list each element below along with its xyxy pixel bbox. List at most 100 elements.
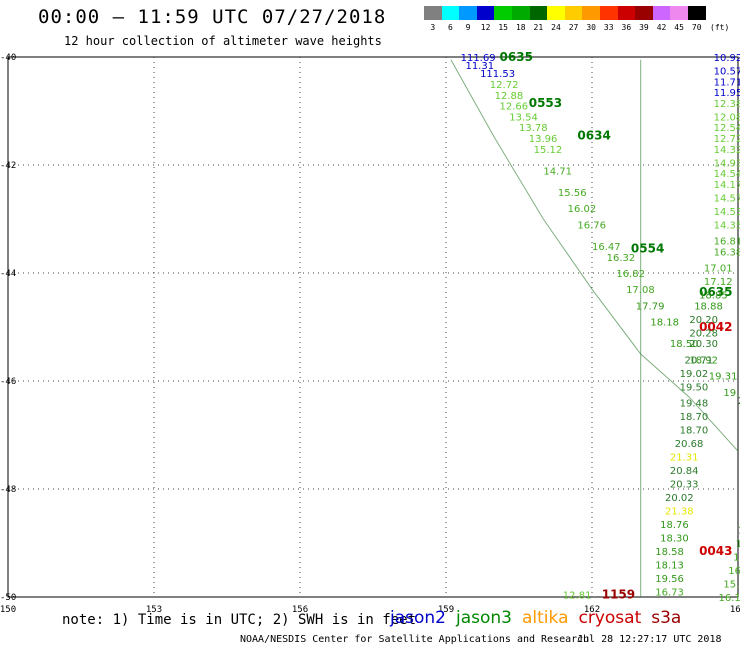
wave-height-label: 111.53	[480, 69, 515, 80]
wave-height-label: 12.72	[490, 80, 519, 91]
wave-height-label: 14.54	[714, 169, 740, 180]
wave-height-label: 15.12	[534, 145, 563, 156]
wave-height-label: 21.31	[670, 453, 699, 464]
wave-height-label: 19.02	[680, 369, 709, 380]
wave-height-label: 18.13	[655, 561, 684, 572]
legend-label: 39	[639, 23, 649, 32]
lat-tick-label: -50	[0, 593, 16, 603]
pass-time-label: 0554	[631, 242, 664, 256]
legend-entry: 3	[424, 6, 442, 32]
wave-height-label: 13.96	[529, 134, 558, 145]
lon-tick-label: 159	[438, 605, 454, 615]
legend-entry: 24	[547, 6, 565, 32]
satellite-s3a: s3a	[651, 608, 682, 628]
wave-height-label: 20.28	[689, 328, 718, 339]
legend-swatch	[582, 6, 600, 20]
wave-height-label: 18.30	[660, 534, 689, 545]
wave-height-label: 20.68	[675, 439, 704, 450]
wave-height-label: 16.32	[607, 253, 636, 264]
wave-height-label: 18.18	[650, 318, 679, 329]
wave-height-label: 12.66	[500, 102, 529, 113]
credit-line: NOAA/NESDIS Center for Satellite Applica…	[240, 634, 590, 645]
legend-swatch	[670, 6, 688, 20]
lon-tick-label: 153	[146, 605, 162, 615]
wave-height-label: 16.76	[577, 220, 606, 231]
legend-swatch	[564, 6, 583, 20]
wave-height-label: 19.48	[680, 399, 709, 410]
legend-label: 42	[656, 23, 667, 32]
wave-height-label: 16.02	[568, 204, 597, 215]
wave-height-label: 16.82	[616, 269, 645, 280]
wave-height-label: 15.56	[558, 188, 587, 199]
wave-height-label: 18.85	[699, 291, 728, 302]
wave-height-label: 17.1	[733, 553, 740, 564]
wave-height-label: 16.14	[719, 593, 740, 604]
wave-height-label: 14.57	[714, 193, 740, 204]
wave-height-label: 19.50	[680, 382, 709, 393]
wave-height-label: 14.35	[714, 220, 740, 231]
wave-height-label: 18.50	[670, 339, 699, 350]
wave-height-label: 10.57	[714, 67, 740, 78]
wave-height-label: 111.69	[461, 53, 496, 64]
wave-height-label: 20	[738, 396, 740, 407]
wave-height-label: 16.47	[592, 242, 621, 253]
wave-height-label: 18.58	[655, 547, 684, 558]
legend-entry: 36	[617, 6, 636, 32]
satellite-cryosat: cryosat	[578, 608, 642, 628]
legend-swatch	[459, 6, 477, 20]
footer-note: note: 1) Time is in UTC; 2) SWH is in fe…	[62, 612, 417, 628]
wave-height-label: 12.08	[714, 112, 740, 123]
legend-entry: 30	[582, 6, 600, 32]
legend-label: 21	[533, 23, 544, 32]
wave-height-label: 17.08	[626, 285, 655, 296]
wave-height-label: 12.72	[714, 134, 740, 145]
wave-height-label: 11.31	[465, 61, 494, 72]
wave-height-label: 20.71	[684, 355, 713, 366]
lat-tick-label: -40	[0, 53, 16, 63]
legend-entry: 45	[670, 6, 688, 32]
wave-height-label: 17.79	[636, 301, 665, 312]
satellite-track	[450, 59, 739, 452]
legend-swatch	[652, 6, 671, 20]
wave-height-label: 14.17	[714, 180, 740, 191]
legend-label: 24	[551, 23, 561, 32]
wave-height-label: 18.	[736, 539, 740, 550]
legend-label: 15	[498, 23, 508, 32]
pass-time-label: 0635	[699, 285, 732, 299]
wave-height-label: 20.02	[665, 493, 694, 504]
wave-height-label: 11.71	[714, 77, 740, 88]
lon-tick-label: 150	[0, 605, 16, 615]
legend-swatch	[599, 6, 618, 20]
satellite-jason2: jason2	[390, 608, 446, 628]
legend-entry: 15	[494, 6, 512, 32]
map-subtitle: 12 hour collection of altimeter wave hei…	[64, 34, 382, 48]
wave-height-label: 16.38	[714, 247, 740, 258]
legend-entry: 33	[599, 6, 618, 32]
wave-height-label: 21.38	[665, 507, 694, 518]
wave-height-label: 16.81	[714, 237, 740, 248]
wave-height-label: 20.84	[670, 466, 699, 477]
legend-entry: 21	[529, 6, 548, 32]
legend-swatch	[511, 6, 530, 20]
wave-height-label: 13.78	[519, 123, 548, 134]
wave-height-label: 19.56	[655, 574, 684, 585]
legend-swatch	[424, 6, 442, 20]
generation-timestamp: Jul 28 12:27:17 UTC 2018	[577, 634, 722, 645]
satellite-jason3: jason3	[456, 608, 512, 628]
wave-height-label: 12.54	[714, 123, 740, 134]
legend-swatch	[617, 6, 636, 20]
map-frame	[7, 56, 739, 598]
color-legend: 3 6 9 12 15 18 21 24 27 30 33 36 39 42 45 70	[424, 6, 706, 32]
legend-entry: 70	[687, 6, 706, 32]
legend-entry: 27	[564, 6, 583, 32]
wave-height-label: 19.12	[723, 388, 740, 399]
lon-tick-label: 156	[292, 605, 308, 615]
wave-height-label: 20.30	[689, 339, 718, 350]
legend-label: 36	[621, 23, 632, 32]
map-title: 00:00 – 11:59 UTC 07/27/2018	[38, 6, 387, 28]
legend-swatch	[635, 6, 653, 20]
wave-height-label: 14.71	[543, 166, 572, 177]
legend-label: 45	[674, 23, 684, 32]
pass-time-label: 0634	[577, 128, 610, 142]
pass-time-label: 0553	[529, 96, 562, 110]
